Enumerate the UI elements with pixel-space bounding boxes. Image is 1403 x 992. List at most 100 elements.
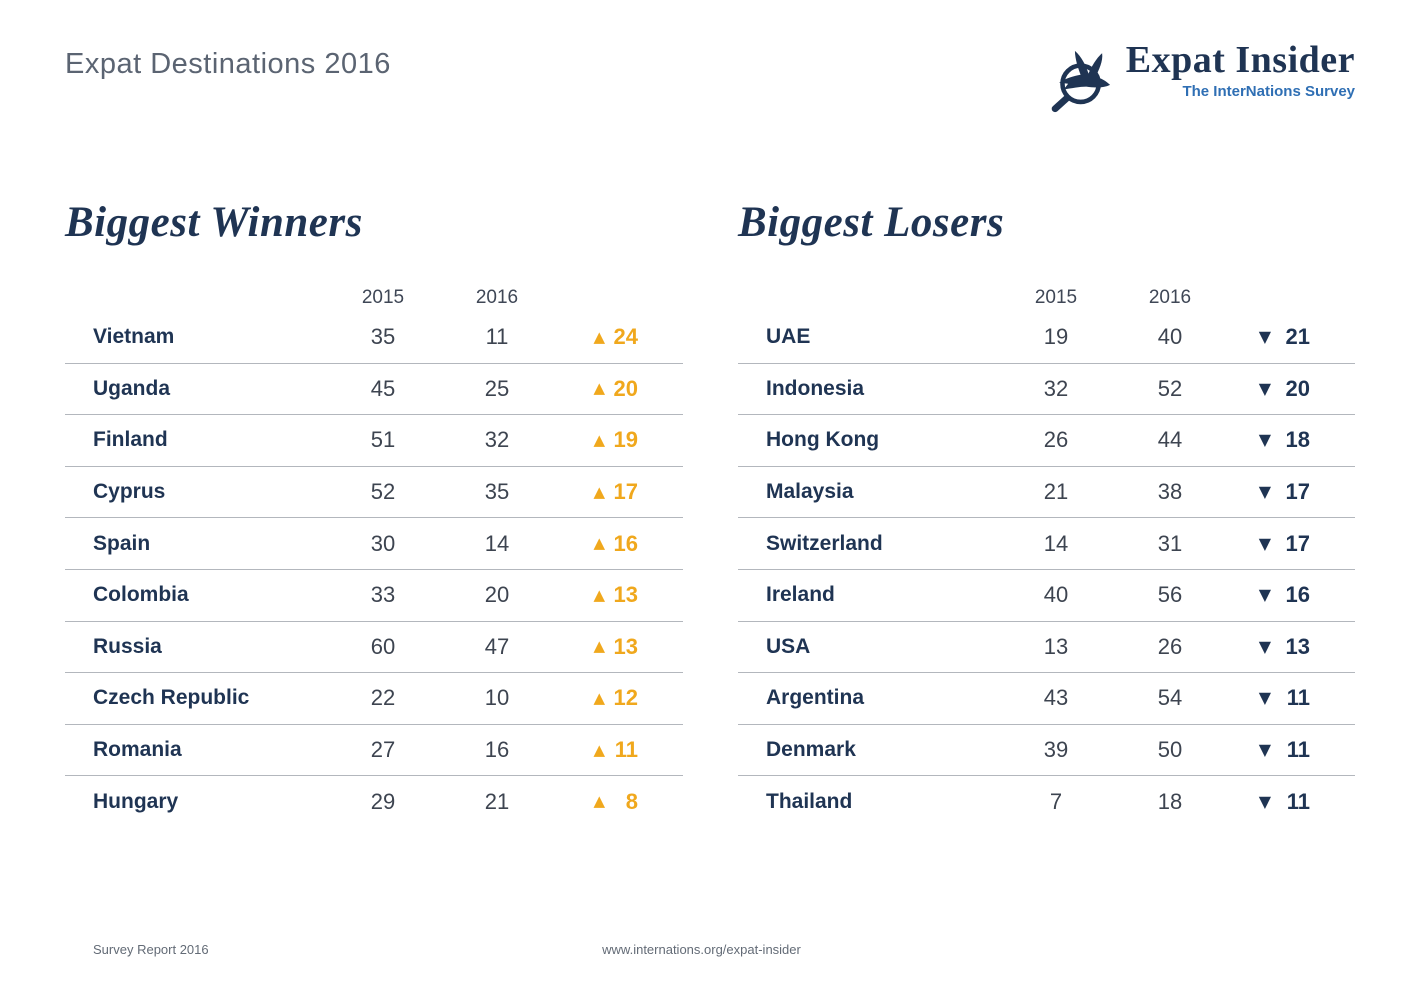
footer-report-label: Survey Report 2016: [93, 942, 209, 957]
rank-2015: 39: [1043, 737, 1069, 763]
losers-heading: Biggest Losers: [738, 199, 1005, 246]
change-value: 18: [1285, 427, 1310, 453]
rank-2016: 31: [1157, 530, 1183, 556]
rank-2016: 20: [484, 582, 510, 608]
change-value: 16: [1285, 582, 1310, 608]
rank-change: ▲ 8: [548, 789, 683, 815]
rank-2015: 19: [1043, 324, 1069, 350]
country-label: Argentina: [766, 686, 865, 710]
winners-heading: Biggest Winners: [65, 199, 363, 246]
rank-2016: 11: [485, 324, 509, 350]
rank-2015: 33: [370, 582, 396, 608]
up-arrow-icon: ▲: [593, 327, 605, 346]
change-value: 20: [613, 375, 638, 401]
country-label: Russia: [93, 634, 162, 658]
winners-table-body: Vietnam 35 11 ▲ 24 Uganda 45 25 ▲ 20 Finland 51 32 ▲ 1…: [65, 312, 683, 827]
country-label: Hong Kong: [766, 428, 880, 452]
rank-2016: 25: [484, 375, 510, 401]
column-header-2016: 2016: [475, 287, 519, 308]
rank-2015: 32: [1043, 375, 1069, 401]
rank-2015: 13: [1043, 633, 1069, 659]
down-arrow-icon: ▼: [1258, 688, 1271, 708]
rank-2015: 22: [370, 685, 396, 711]
rank-2015: 21: [1043, 479, 1069, 505]
change-value: 11: [1286, 685, 1310, 711]
rank-2015: 26: [1043, 427, 1069, 453]
rank-2016: 38: [1157, 479, 1183, 505]
change-value: 16: [613, 530, 638, 556]
change-value: 13: [613, 582, 638, 608]
rank-2015: 30: [370, 530, 396, 556]
table-row: Hong Kong 26 44 ▼ 18: [738, 415, 1355, 467]
rank-change: ▲ 24: [548, 324, 683, 350]
rank-change: ▼ 13: [1221, 634, 1355, 660]
column-header-2016: 2016: [1148, 287, 1192, 308]
down-arrow-icon: ▼: [1258, 327, 1271, 347]
rank-2015: 52: [370, 479, 396, 505]
country-label: Hungary: [93, 789, 179, 813]
rank-2015: 60: [370, 633, 396, 659]
column-header-2015: 2015: [361, 287, 405, 308]
up-arrow-icon: ▲: [593, 430, 605, 449]
up-arrow-icon: ▲: [593, 534, 605, 553]
losers-section: Biggest Losers 2015 2016 UAE 19 40 ▼ 21 Indon…: [738, 198, 1355, 827]
rank-change: ▲ 13: [548, 582, 683, 608]
country-label: Denmark: [766, 738, 856, 762]
rank-change: ▲ 16: [548, 531, 683, 557]
logo-text: Expat Insider The InterNations Survey: [1126, 38, 1355, 100]
change-value: 11: [1286, 737, 1310, 763]
table-row: Argentina 43 54 ▼ 11: [738, 673, 1355, 725]
winners-table-header: 2015 2016: [65, 284, 683, 312]
table-row: UAE 19 40 ▼ 21: [738, 312, 1355, 364]
rank-2016: 44: [1157, 427, 1183, 453]
rank-change: ▼ 17: [1221, 479, 1355, 505]
down-arrow-icon: ▼: [1258, 533, 1271, 553]
country-label: USA: [766, 634, 811, 658]
change-value: 12: [613, 685, 638, 711]
rank-2016: 50: [1157, 737, 1183, 763]
rank-2016: 56: [1157, 582, 1183, 608]
up-arrow-icon: ▲: [593, 482, 605, 501]
change-value: 13: [1285, 633, 1310, 659]
table-row: Vietnam 35 11 ▲ 24: [65, 312, 683, 364]
change-value: 11: [614, 737, 638, 763]
rank-change: ▼ 20: [1221, 376, 1355, 402]
table-row: Spain 30 14 ▲ 16: [65, 518, 683, 570]
down-arrow-icon: ▼: [1258, 636, 1271, 656]
rank-2016: 26: [1157, 633, 1183, 659]
country-label: Switzerland: [766, 531, 883, 555]
country-label: Ireland: [766, 583, 835, 607]
rank-change: ▼ 16: [1221, 582, 1355, 608]
change-value: 24: [613, 324, 638, 350]
country-label: Indonesia: [766, 376, 865, 400]
rank-change: ▼ 17: [1221, 531, 1355, 557]
country-label: Uganda: [93, 376, 171, 400]
rank-2015: 27: [370, 737, 396, 763]
down-arrow-icon: ▼: [1258, 482, 1271, 502]
table-row: Malaysia 21 38 ▼ 17: [738, 467, 1355, 519]
brand-name: Expat Insider: [1125, 39, 1355, 81]
table-row: Denmark 39 50 ▼ 11: [738, 725, 1355, 777]
rank-2016: 18: [1157, 788, 1183, 814]
rank-2015: 7: [1049, 788, 1063, 814]
rank-change: ▲ 17: [548, 479, 683, 505]
magnifier-bird-icon: [1050, 38, 1118, 114]
rank-change: ▲ 11: [548, 737, 683, 763]
up-arrow-icon: ▲: [593, 637, 605, 656]
country-label: Malaysia: [766, 480, 854, 504]
rank-change: ▲ 19: [548, 427, 683, 453]
table-row: Colombia 33 20 ▲ 13: [65, 570, 683, 622]
page-title: Expat Destinations 2016: [65, 48, 391, 80]
rank-2016: 14: [484, 530, 510, 556]
down-arrow-icon: ▼: [1258, 791, 1271, 811]
rank-2015: 35: [370, 324, 396, 350]
up-arrow-icon: ▲: [593, 585, 605, 604]
change-value: 17: [1285, 479, 1310, 505]
table-row: Indonesia 32 52 ▼ 20: [738, 364, 1355, 416]
table-row: Switzerland 14 31 ▼ 17: [738, 518, 1355, 570]
country-label: Colombia: [93, 583, 189, 607]
change-value: 17: [1285, 530, 1310, 556]
table-row: Thailand 7 18 ▼ 11: [738, 776, 1355, 827]
country-label: Thailand: [766, 789, 853, 813]
change-value: 20: [1285, 375, 1310, 401]
